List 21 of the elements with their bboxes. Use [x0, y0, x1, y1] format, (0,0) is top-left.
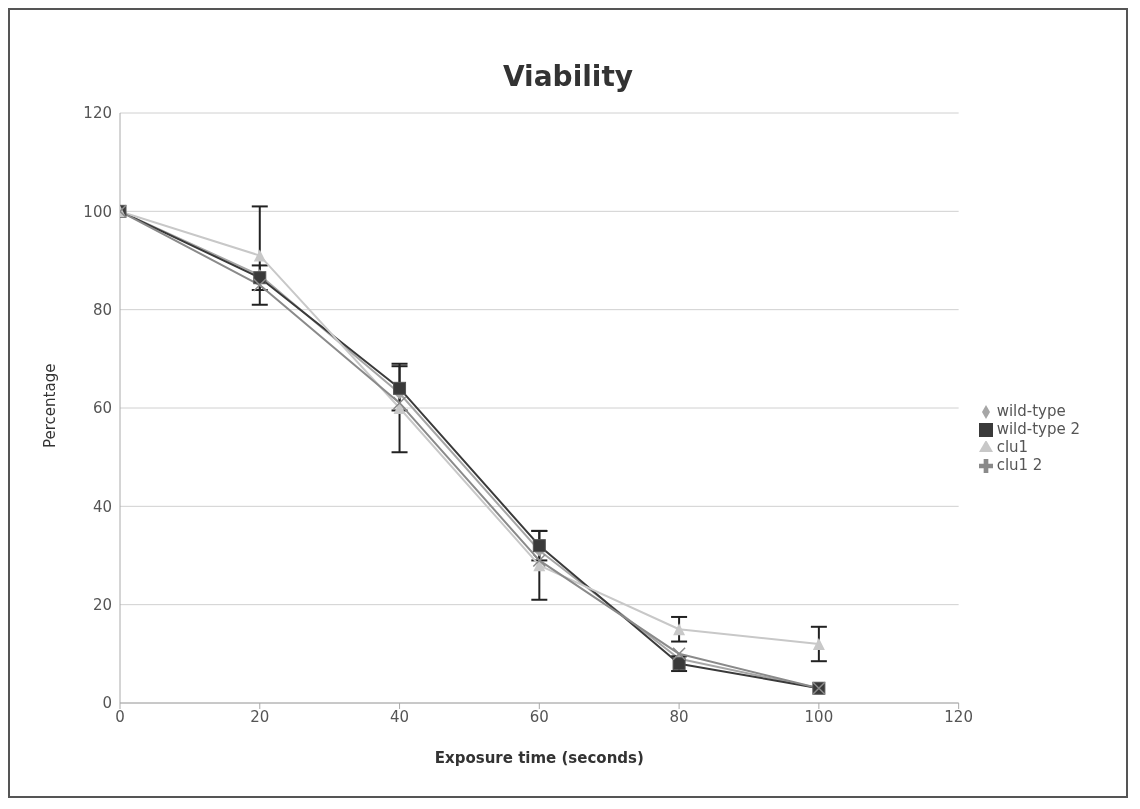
y-tick-label: 20 [92, 595, 112, 614]
legend-label: clu1 2 [996, 456, 1043, 474]
y-tick-label: 40 [92, 497, 112, 516]
y-tick-label: 120 [83, 104, 112, 123]
x-tick-label: 40 [390, 707, 410, 726]
y-tick-label: 80 [92, 300, 112, 319]
y-tick-label: 60 [92, 399, 112, 418]
legend-label: wild-type [996, 402, 1066, 420]
y-axis-title: Percentage [41, 363, 60, 448]
x-axis-title: Exposure time (seconds) [434, 749, 644, 767]
legend-label: clu1 [996, 438, 1029, 456]
y-tick-label: 100 [83, 202, 112, 221]
x-tick-label: 120 [944, 707, 973, 726]
legend-label: wild-type 2 [996, 420, 1080, 438]
y-tick-label: 0 [102, 694, 112, 713]
chart-title: Viability [501, 60, 635, 93]
x-tick-label: 100 [804, 707, 834, 726]
x-tick-label: 20 [250, 707, 270, 726]
x-tick-label: 60 [529, 707, 549, 726]
x-tick-label: 80 [669, 707, 689, 726]
x-tick-label: 0 [115, 707, 125, 726]
